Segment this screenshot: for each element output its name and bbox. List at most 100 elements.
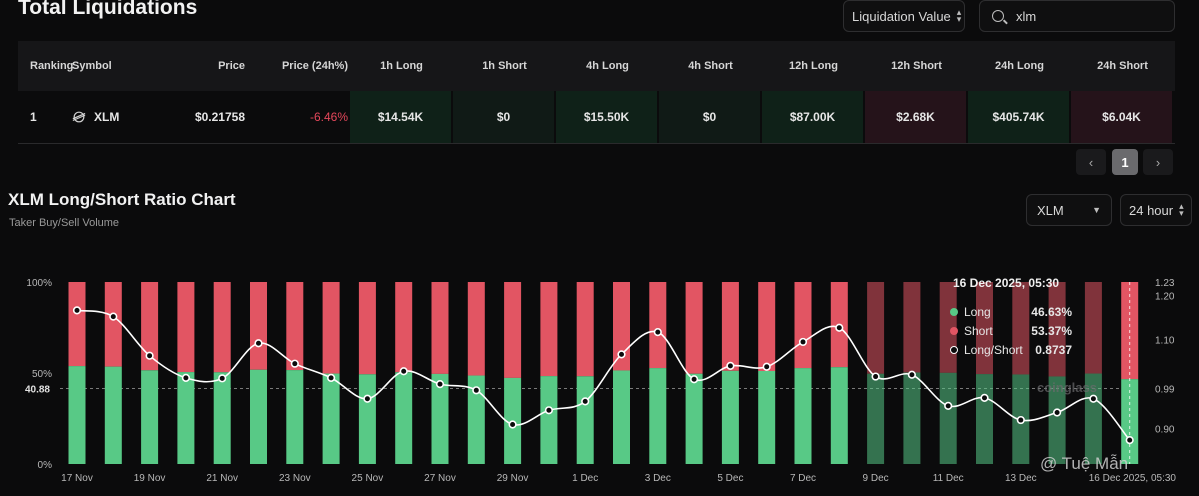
long-bar	[68, 366, 86, 464]
ratio-point	[980, 393, 989, 402]
ratio-point	[508, 420, 517, 429]
row-symbol[interactable]: XLM	[68, 91, 170, 143]
tooltip-long-label: Long	[964, 305, 991, 319]
short-bar	[250, 282, 267, 370]
coinglass-watermark: coinglass	[1037, 380, 1097, 395]
x-tick-label: 21 Nov	[206, 473, 238, 484]
x-tick-label: 23 Nov	[279, 473, 311, 484]
coin-select[interactable]: XLM ▼	[1026, 194, 1112, 226]
col-symbol[interactable]: Symbol	[72, 60, 112, 72]
table-row[interactable]: 1 XLM $0.21758 -6.46% $14.54K $0 $15.50K…	[18, 91, 1175, 144]
y-right-tick-label: 1.20	[1155, 291, 1175, 302]
col-1h-short[interactable]: 1h Short	[482, 60, 527, 72]
long-bar	[286, 370, 304, 464]
long-bar	[322, 373, 340, 464]
col-24h-short[interactable]: 24h Short	[1097, 60, 1148, 72]
ratio-point	[617, 350, 626, 359]
next-page-button[interactable]: ›	[1143, 149, 1173, 175]
row-rank: 1	[30, 110, 37, 124]
col-12h-long[interactable]: 12h Long	[789, 60, 838, 72]
ratio-point	[762, 362, 771, 371]
long-bar	[1084, 373, 1102, 464]
page-title: Total Liquidations	[18, 0, 198, 19]
short-dot-icon	[950, 327, 958, 335]
short-bar	[395, 282, 413, 373]
long-bar	[613, 370, 630, 464]
col-price-24h[interactable]: Price (24h%)	[281, 60, 348, 72]
chart-title: XLM Long/Short Ratio Chart	[8, 190, 236, 209]
tooltip-ratio-row: Long/Short 0.8737	[950, 343, 1072, 357]
long-short-ratio-chart[interactable]: 0% 50% 100% 40.88 0.90 0.99 1.10 1.20 1.23 17 Nov…	[0, 240, 1199, 496]
search-icon	[992, 10, 1004, 22]
long-bar	[250, 369, 267, 464]
ratio-point	[871, 372, 880, 381]
ratio-point	[472, 386, 481, 395]
row-12h-long: $87.00K	[762, 91, 863, 143]
short-bar	[649, 282, 667, 369]
col-4h-long[interactable]: 4h Long	[586, 60, 629, 72]
symbol-label: XLM	[94, 110, 120, 124]
long-bar	[213, 372, 231, 464]
long-bar	[467, 375, 485, 464]
ratio-point	[72, 306, 82, 315]
long-bar	[758, 370, 776, 464]
short-bar	[721, 282, 739, 371]
col-price[interactable]: Price	[218, 60, 245, 72]
stellar-logo-icon	[72, 111, 86, 123]
timeframe-select[interactable]: 24 hour ▴ ▾	[1120, 194, 1192, 226]
x-tick-label: 16 Dec 2025, 05:30	[1089, 473, 1177, 484]
liquidation-value-select[interactable]: Liquidation Value ▴ ▾	[843, 0, 965, 32]
updown-icon: ▴ ▾	[1179, 201, 1184, 218]
short-bar	[794, 282, 812, 369]
ratio-point	[218, 374, 227, 383]
ratio-point	[399, 367, 408, 376]
x-tick-label: 11 Dec	[933, 473, 964, 484]
col-12h-short[interactable]: 12h Short	[891, 60, 942, 72]
reference-label: 40.88	[25, 385, 50, 396]
row-24h-short: $6.04K	[1071, 91, 1172, 143]
tooltip-short-label: Short	[964, 324, 993, 338]
row-4h-long: $15.50K	[556, 91, 657, 143]
x-tick-label: 3 Dec	[645, 473, 671, 484]
short-bar	[431, 282, 449, 374]
x-tick-label: 13 Dec	[1005, 473, 1037, 484]
x-tick-label: 25 Nov	[352, 473, 384, 484]
long-bar	[794, 368, 812, 464]
ratio-point	[726, 361, 735, 370]
ratio-point	[544, 406, 554, 415]
col-4h-short[interactable]: 4h Short	[688, 60, 733, 72]
ratio-point	[907, 370, 917, 379]
liquidation-table: Ranking Symbol Price Price (24h%) 1h Lon…	[18, 41, 1175, 144]
prev-page-button[interactable]: ‹	[1076, 149, 1106, 175]
ratio-point	[435, 379, 445, 389]
long-dot-icon	[950, 308, 958, 316]
ratio-point	[1089, 394, 1098, 403]
y-right-tick-label: 0.99	[1155, 385, 1175, 396]
ratio-dot-icon	[950, 346, 958, 354]
short-bar	[540, 282, 558, 377]
long-bar	[576, 376, 594, 464]
row-price: $0.21758	[194, 110, 245, 124]
liquidation-select-label: Liquidation Value	[852, 8, 951, 24]
long-bar	[976, 374, 993, 464]
short-bar	[976, 282, 993, 375]
x-tick-label: 5 Dec	[717, 473, 743, 484]
ratio-point	[798, 337, 808, 347]
row-1h-long: $14.54K	[350, 91, 451, 143]
short-bar	[322, 282, 340, 374]
long-bar	[358, 374, 376, 464]
short-bar	[467, 282, 485, 376]
search-input[interactable]: xlm	[979, 0, 1175, 32]
short-bar	[213, 282, 231, 373]
ratio-point	[290, 359, 299, 368]
col-24h-long[interactable]: 24h Long	[995, 60, 1044, 72]
short-bar	[1048, 282, 1066, 377]
short-bar	[177, 282, 195, 373]
page-1-button[interactable]: 1	[1112, 149, 1138, 175]
ratio-point	[653, 328, 662, 337]
col-1h-long[interactable]: 1h Long	[380, 60, 423, 72]
long-bar	[867, 373, 885, 464]
col-ranking[interactable]: Ranking	[30, 60, 74, 72]
short-bar	[141, 282, 159, 371]
row-24h-long: $405.74K	[968, 91, 1069, 143]
